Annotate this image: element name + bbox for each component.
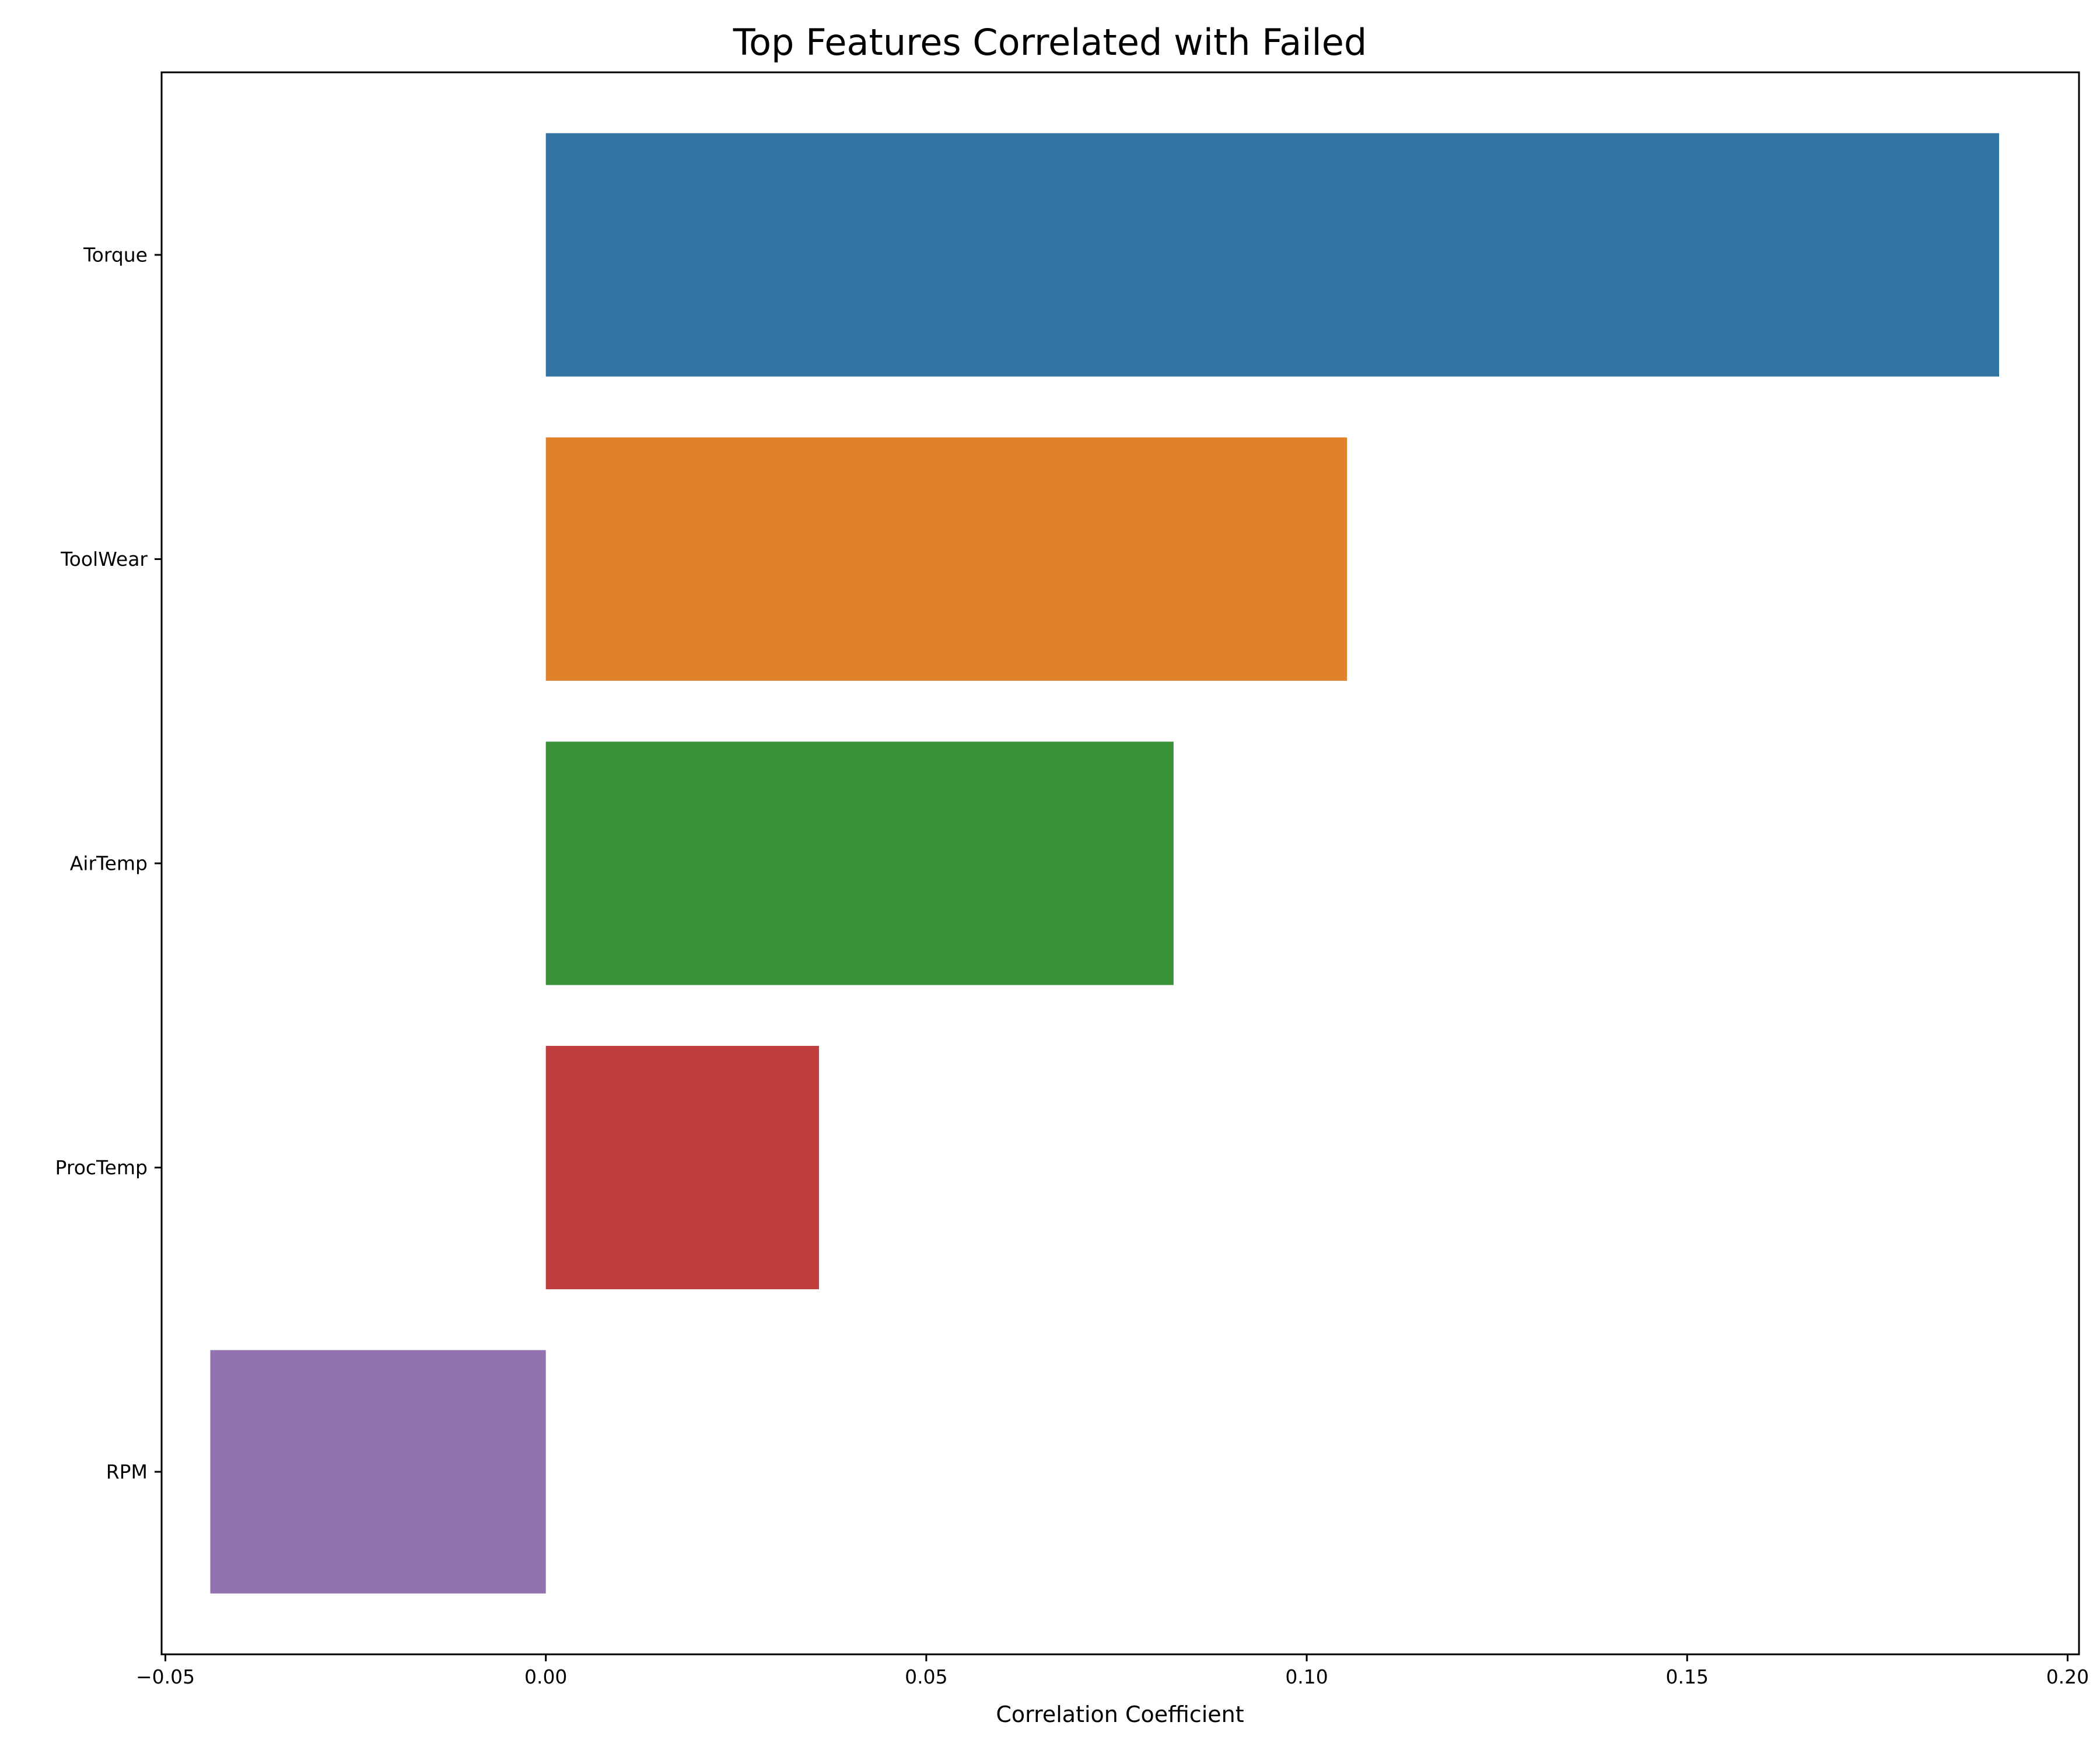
y-tick-label: Torque <box>83 243 148 266</box>
chart-title: Top Features Correlated with Failed <box>733 21 1367 64</box>
y-axis: Torque ToolWear AirTemp ProcTemp RPM <box>55 243 162 1483</box>
x-axis: −0.05 0.00 0.05 0.10 0.15 0.20 <box>136 1654 2089 1688</box>
y-tick-label: ProcTemp <box>55 1156 148 1179</box>
bar-airtemp <box>545 741 1174 985</box>
bar-torque <box>545 133 2000 377</box>
bar-proctemp <box>545 1045 819 1290</box>
x-tick-label: 0.10 <box>1285 1665 1328 1688</box>
y-tick-label: AirTemp <box>70 852 148 875</box>
bar-toolwear <box>545 437 1348 681</box>
bars-layer <box>210 133 2000 1594</box>
y-tick-label: ToolWear <box>60 548 148 570</box>
x-tick-label: 0.05 <box>905 1665 947 1688</box>
x-tick-label: 0.15 <box>1666 1665 1709 1688</box>
x-tick-label: 0.00 <box>524 1665 567 1688</box>
x-axis-label: Correlation Coefficient <box>996 1702 1244 1727</box>
x-tick-label: 0.20 <box>2046 1665 2089 1688</box>
y-tick-label: RPM <box>106 1461 148 1483</box>
bar-rpm <box>210 1350 546 1594</box>
x-tick-label: −0.05 <box>136 1665 195 1688</box>
